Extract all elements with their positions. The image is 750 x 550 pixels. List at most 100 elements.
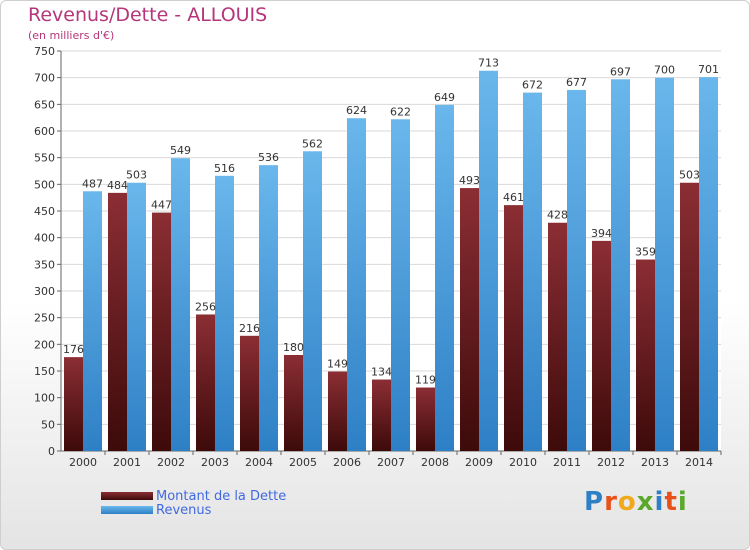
data-label-revenue: 672 [522,79,543,92]
x-tick-label: 2000 [69,456,97,469]
x-tick-label: 2003 [201,456,229,469]
legend-label-revenue: Revenus [156,502,212,518]
data-label-debt: 119 [415,374,436,387]
x-tick-label: 2007 [377,456,405,469]
bar-revenue [523,92,542,451]
logo-letter: i [677,487,688,517]
x-tick-label: 2008 [421,456,449,469]
data-label-revenue: 649 [434,91,455,104]
data-label-debt: 394 [591,227,612,240]
data-label-debt: 484 [107,179,128,192]
bar-revenue [699,77,718,451]
data-label-revenue: 562 [302,137,323,150]
bar-debt [548,222,567,451]
data-label-debt: 176 [63,343,84,356]
bar-debt [460,188,479,452]
x-tick-label: 2012 [597,456,625,469]
chart-subtitle: (en milliers d'€) [28,29,115,42]
data-label-debt: 180 [283,341,304,354]
y-tick-label: 700 [34,72,55,85]
logo-letter: t [664,487,678,517]
data-label-debt: 428 [547,209,568,222]
bar-debt [108,192,127,451]
x-tick-label: 2014 [685,456,713,469]
x-tick-label: 2009 [465,456,493,469]
bar-debt [416,387,435,451]
data-label-revenue: 487 [82,177,103,190]
data-label-debt: 493 [459,174,480,187]
x-tick-label: 2005 [289,456,317,469]
x-tick-label: 2004 [245,456,273,469]
y-tick-label: 450 [34,205,55,218]
data-label-debt: 447 [151,199,172,212]
y-tick-label: 300 [34,285,55,298]
legend-item-debt: Montant de la Dette [101,489,286,504]
bar-debt [284,355,303,451]
data-label-revenue: 677 [566,76,587,89]
bar-debt [328,371,347,451]
bar-revenue [435,104,454,451]
data-label-revenue: 701 [698,63,719,76]
x-tick-label: 2011 [553,456,581,469]
legend-swatch-revenue [101,506,153,514]
bar-revenue [171,158,190,451]
bar-debt [240,335,259,451]
y-tick-label: 600 [34,125,55,138]
bar-revenue [259,165,278,451]
bar-debt [504,205,523,451]
y-tick-label: 650 [34,98,55,111]
bar-revenue [391,119,410,452]
bar-revenue [215,175,234,452]
bar-revenue [303,151,322,451]
bar-debt [152,212,171,451]
data-label-revenue: 622 [390,105,411,118]
x-tick-label: 2010 [509,456,537,469]
bar-debt [64,357,83,451]
bar-revenue [127,182,146,451]
logo-letter: x [636,487,655,517]
bar-debt [372,379,391,451]
x-tick-label: 2006 [333,456,361,469]
logo-letter: i [654,487,665,517]
y-tick-label: 200 [34,338,55,351]
bar-revenue [611,79,630,452]
y-tick-label: 100 [34,392,55,405]
y-tick-label: 50 [41,418,55,431]
bar-revenue [655,77,674,452]
x-tick-label: 2002 [157,456,185,469]
bar-debt [636,259,655,451]
bar-revenue [479,70,498,451]
y-tick-label: 400 [34,232,55,245]
data-label-revenue: 516 [214,162,235,175]
chart-title: Revenus/Dette - ALLOUIS [28,4,268,26]
y-tick-label: 0 [48,445,55,458]
y-tick-label: 550 [34,152,55,165]
logo-letter: o [617,487,637,517]
data-label-revenue: 624 [346,104,367,117]
bar-debt [196,314,215,451]
data-label-revenue: 536 [258,151,279,164]
y-tick-label: 750 [34,45,55,58]
legend-item-revenue: Revenus [101,502,212,518]
bar-revenue [567,89,586,451]
data-label-debt: 256 [195,300,216,313]
data-label-debt: 149 [327,358,348,371]
bar-revenue [83,191,102,451]
data-label-revenue: 713 [478,57,499,70]
x-tick-label: 2001 [113,456,141,469]
data-label-debt: 216 [239,322,260,335]
data-label-revenue: 503 [126,169,147,182]
data-label-debt: 461 [503,191,524,204]
logo-letter: P [584,487,605,517]
bar-debt [680,182,699,451]
bar-debt [592,240,611,451]
y-tick-label: 250 [34,312,55,325]
data-label-revenue: 549 [170,144,191,157]
data-label-revenue: 700 [654,64,675,77]
bar-revenue [347,118,366,451]
y-tick-label: 350 [34,258,55,271]
proxiti-logo: Proxiti [584,487,688,517]
logo-letter: r [604,487,618,517]
x-tick-label: 2013 [641,456,669,469]
